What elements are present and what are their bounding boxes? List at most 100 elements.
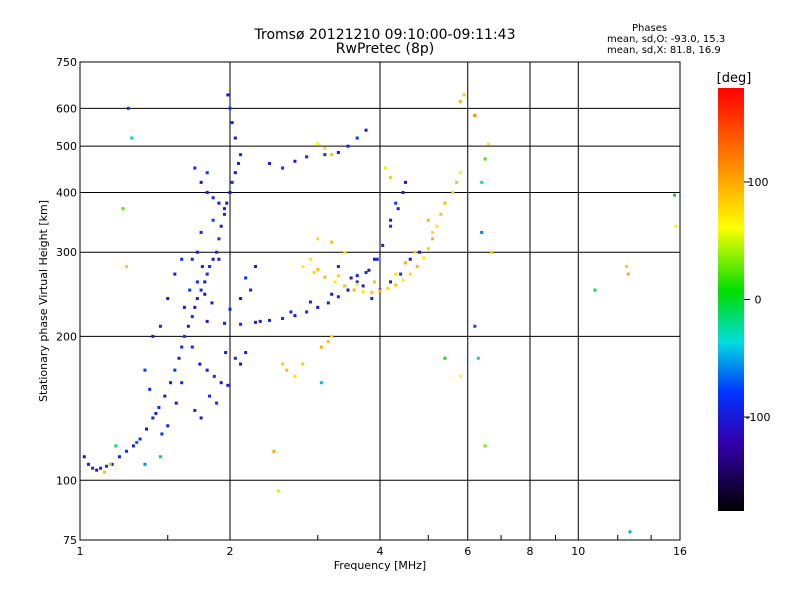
data-point-o bbox=[223, 207, 227, 211]
data-point-o bbox=[148, 387, 152, 391]
data-point-o bbox=[190, 345, 194, 349]
data-point-o bbox=[361, 284, 365, 288]
data-point-o bbox=[355, 280, 359, 284]
data-point-o bbox=[336, 265, 340, 269]
data-point-o bbox=[104, 464, 108, 468]
data-point-o bbox=[154, 411, 158, 415]
data-point-x bbox=[323, 275, 327, 279]
data-point-x bbox=[330, 334, 334, 338]
data-point-x bbox=[336, 274, 340, 278]
y-tick-label: 100 bbox=[56, 474, 77, 487]
data-point-o bbox=[293, 314, 297, 318]
data-point-x bbox=[443, 201, 447, 205]
data-point-x bbox=[343, 284, 347, 288]
data-point-o bbox=[205, 272, 209, 276]
data-point-o bbox=[177, 356, 181, 360]
data-point-o bbox=[199, 180, 203, 184]
data-point-x bbox=[426, 218, 430, 222]
phases-title: Phases bbox=[632, 23, 668, 34]
data-point-x bbox=[431, 237, 435, 241]
y-tick-label: 200 bbox=[56, 330, 77, 343]
data-point-o bbox=[173, 368, 177, 372]
data-point-x bbox=[458, 100, 462, 104]
y-tick-label: 500 bbox=[56, 140, 77, 153]
data-point-o bbox=[267, 161, 271, 165]
data-point-o bbox=[190, 315, 194, 319]
data-point-o bbox=[230, 180, 234, 184]
data-point-x bbox=[455, 180, 459, 184]
data-point-o bbox=[228, 106, 232, 110]
data-point-o bbox=[370, 297, 374, 301]
data-point-x bbox=[308, 257, 312, 261]
y-tick-label: 300 bbox=[56, 246, 77, 259]
data-point-o bbox=[223, 321, 227, 325]
data-point-o bbox=[364, 128, 368, 132]
data-point-o bbox=[199, 288, 203, 292]
data-point-o bbox=[401, 190, 405, 194]
data-point-x bbox=[451, 190, 455, 194]
data-point-o bbox=[394, 201, 398, 205]
phases-mean-x: mean, sd,X: 81.8, 16.9 bbox=[607, 45, 721, 56]
data-point-o bbox=[193, 166, 197, 170]
colorbar bbox=[718, 88, 744, 511]
data-point-o bbox=[233, 356, 237, 360]
data-point-o bbox=[217, 201, 221, 205]
data-point-o bbox=[125, 449, 129, 453]
data-point-o bbox=[82, 455, 86, 459]
data-point-scattered bbox=[108, 462, 112, 466]
data-point-scattered bbox=[158, 455, 162, 459]
data-point-x bbox=[394, 283, 398, 287]
data-point-o bbox=[180, 345, 184, 349]
data-point-o bbox=[349, 276, 353, 280]
data-point-o bbox=[305, 155, 309, 159]
data-point-o bbox=[110, 462, 114, 466]
data-point-o bbox=[205, 171, 209, 175]
data-point-o bbox=[226, 383, 230, 387]
data-point-x bbox=[312, 271, 316, 275]
y-axis-label: Stationary phase Virtual Height [km] bbox=[37, 200, 50, 402]
data-point-scattered bbox=[103, 470, 107, 474]
colorbar-tick-label: 0 bbox=[755, 294, 762, 307]
data-point-scattered bbox=[483, 444, 487, 448]
data-point-o bbox=[244, 276, 248, 280]
data-point-x bbox=[394, 272, 398, 276]
data-point-o bbox=[355, 274, 359, 278]
data-point-scattered bbox=[628, 530, 632, 534]
data-point-scattered bbox=[593, 288, 597, 292]
chart-subtitle: RwPretec (8p) bbox=[335, 41, 435, 57]
data-point-scattered bbox=[674, 224, 678, 228]
x-tick-label: 16 bbox=[673, 545, 687, 558]
data-point-o bbox=[195, 250, 199, 254]
data-point-x bbox=[301, 362, 305, 366]
data-point-o bbox=[316, 305, 320, 309]
data-point-o bbox=[225, 201, 229, 205]
data-point-o bbox=[158, 324, 162, 328]
x-tick-label: 4 bbox=[377, 545, 384, 558]
data-point-o bbox=[373, 257, 377, 261]
data-point-o bbox=[375, 257, 379, 261]
data-point-o bbox=[219, 381, 223, 385]
data-point-o bbox=[86, 462, 90, 466]
data-point-scattered bbox=[272, 449, 276, 453]
data-point-o bbox=[253, 265, 257, 269]
data-point-x bbox=[426, 247, 430, 251]
data-point-o bbox=[182, 305, 186, 309]
data-point-o bbox=[169, 381, 173, 385]
data-point-o bbox=[151, 334, 155, 338]
data-point-o bbox=[173, 272, 177, 276]
data-point-x bbox=[439, 212, 443, 216]
data-point-o bbox=[195, 280, 199, 284]
data-point-x bbox=[389, 175, 393, 179]
data-point-scattered bbox=[319, 381, 323, 385]
data-point-o bbox=[199, 230, 203, 234]
data-point-x bbox=[431, 230, 435, 234]
data-point-o bbox=[138, 437, 142, 441]
data-point-x bbox=[343, 250, 347, 254]
data-point-x bbox=[316, 237, 320, 241]
data-point-o bbox=[417, 250, 421, 254]
data-point-scattered bbox=[625, 265, 629, 269]
y-tick-label: 750 bbox=[56, 56, 77, 69]
data-point-o bbox=[281, 166, 285, 170]
data-point-scattered bbox=[486, 142, 490, 146]
y-tick-label: 600 bbox=[56, 102, 77, 115]
